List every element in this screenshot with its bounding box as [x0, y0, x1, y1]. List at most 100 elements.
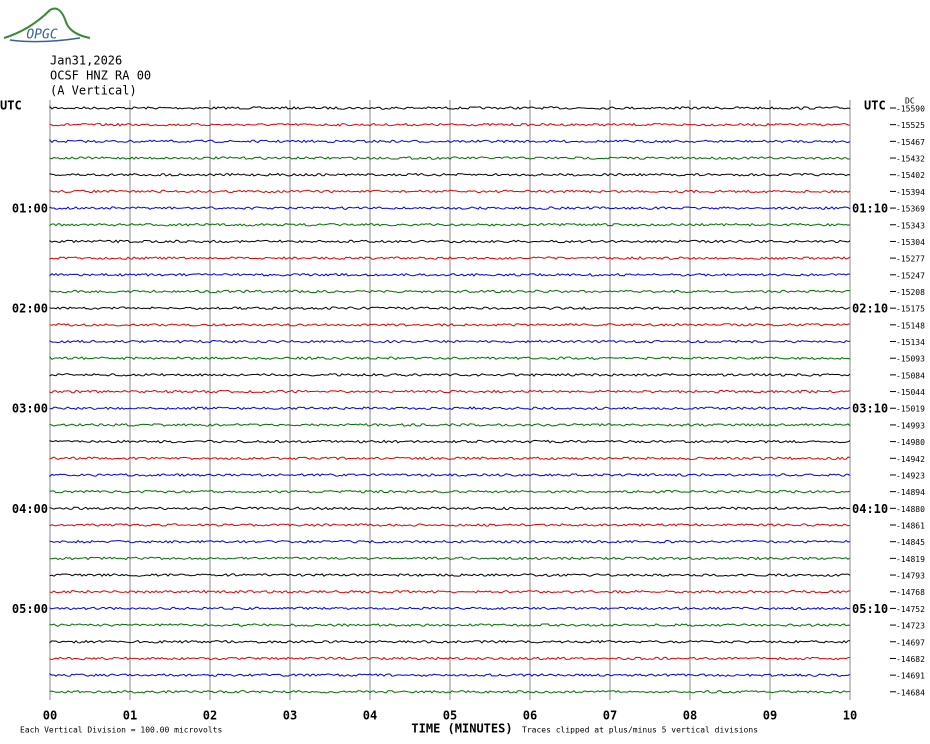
trace: [49, 556, 851, 561]
trace: [49, 406, 851, 411]
trace: [49, 489, 851, 494]
x-tick-label: 10: [843, 709, 857, 723]
trace-offset: -14993: [896, 421, 925, 430]
trace-offset: -15402: [896, 171, 925, 180]
x-tick-label: 00: [43, 709, 57, 723]
trace-offset: -15525: [896, 121, 925, 130]
trace: [49, 138, 851, 144]
right-time-label: 03:10: [852, 402, 888, 416]
left-time-label: 03:00: [12, 402, 48, 416]
trace: [49, 156, 851, 160]
trace: [49, 105, 851, 110]
trace-offset: -15247: [896, 271, 925, 280]
trace-offset: -15467: [896, 138, 925, 147]
trace: [49, 523, 851, 527]
trace: [49, 172, 851, 177]
trace: [49, 389, 851, 394]
trace: [49, 473, 851, 478]
trace: [49, 289, 851, 294]
x-axis-title: TIME (MINUTES): [411, 722, 512, 736]
trace: [49, 222, 851, 227]
trace-offset: -15208: [896, 288, 925, 297]
trace-offset: -14793: [896, 572, 925, 581]
x-tick-label: 04: [363, 709, 377, 723]
trace: [49, 506, 851, 511]
trace-offset: -15019: [896, 405, 925, 414]
trace-offset: -14861: [896, 522, 925, 531]
right-axis-unit: DC: [905, 97, 915, 106]
trace-offset: -15175: [896, 305, 925, 314]
trace: [49, 690, 851, 694]
trace: [49, 339, 851, 344]
left-time-label: 04:00: [12, 502, 48, 516]
trace: [49, 672, 851, 677]
left-axis-title: UTC: [0, 99, 22, 113]
trace-offset: -14894: [896, 488, 925, 497]
x-tick-label: 03: [283, 709, 297, 723]
trace-offset: -15369: [896, 205, 925, 214]
trace: [49, 589, 851, 594]
left-time-label: 01:00: [12, 202, 48, 216]
trace-offset: -14723: [896, 622, 925, 631]
trace-offset: -14752: [896, 605, 925, 614]
station: OCSF HNZ RA 00: [50, 69, 151, 83]
trace: [49, 122, 851, 127]
trace: [49, 323, 851, 327]
x-tick-label: 09: [763, 709, 777, 723]
right-time-label: 02:10: [852, 302, 888, 316]
logo-swoosh: [3, 7, 91, 39]
trace: [49, 656, 851, 661]
component: (A Vertical): [50, 84, 137, 98]
trace: [49, 272, 851, 277]
trace-offset: -15134: [896, 338, 925, 347]
trace-offset: -15590: [896, 105, 925, 114]
trace-offset: -14691: [896, 672, 925, 681]
x-tick-label: 07: [603, 709, 617, 723]
trace-offset: -15148: [896, 321, 925, 330]
trace: [49, 423, 851, 427]
trace-offset: -14845: [896, 538, 925, 547]
x-tick-label: 01: [123, 709, 137, 723]
x-tick-label: 05: [443, 709, 457, 723]
clip-note: Traces clipped at plus/minus 5 vertical …: [522, 726, 758, 735]
trace: [49, 623, 851, 627]
trace-offset: -14980: [896, 438, 925, 447]
logo-text: OPGC: [26, 28, 57, 43]
trace: [49, 539, 851, 544]
trace: [49, 355, 851, 361]
right-time-label: 01:10: [852, 202, 888, 216]
trace: [49, 206, 851, 210]
trace: [49, 306, 851, 310]
trace-offset: -14819: [896, 555, 925, 564]
trace-offset: -15093: [896, 355, 925, 364]
left-time-label: 02:00: [12, 302, 48, 316]
trace-offset: -14942: [896, 455, 925, 464]
right-time-label: 05:10: [852, 602, 888, 616]
left-time-label: 05:00: [12, 602, 48, 616]
trace: [49, 439, 851, 444]
trace-offset: -14768: [896, 588, 925, 597]
trace-offset: -15304: [896, 238, 925, 247]
trace: [49, 573, 851, 577]
right-time-label: 04:10: [852, 502, 888, 516]
trace: [49, 606, 851, 611]
trace-offset: -15044: [896, 388, 925, 397]
trace-offset: -14697: [896, 638, 925, 647]
x-tick-label: 06: [523, 709, 537, 723]
trace: [49, 256, 851, 261]
trace-offset: -15084: [896, 371, 925, 380]
trace: [49, 456, 851, 461]
trace-offset: -15277: [896, 255, 925, 264]
trace: [49, 189, 851, 194]
logo-underline: [9, 37, 81, 43]
date: Jan31,2026: [50, 54, 122, 68]
trace-offset: -15343: [896, 221, 925, 230]
trace: [49, 373, 851, 377]
trace-offset: -15394: [896, 188, 925, 197]
trace: [49, 239, 851, 244]
right-axis-title: UTC: [864, 99, 886, 113]
trace-offset: -14682: [896, 655, 925, 664]
x-tick-label: 02: [203, 709, 217, 723]
x-tick-label: 08: [683, 709, 697, 723]
